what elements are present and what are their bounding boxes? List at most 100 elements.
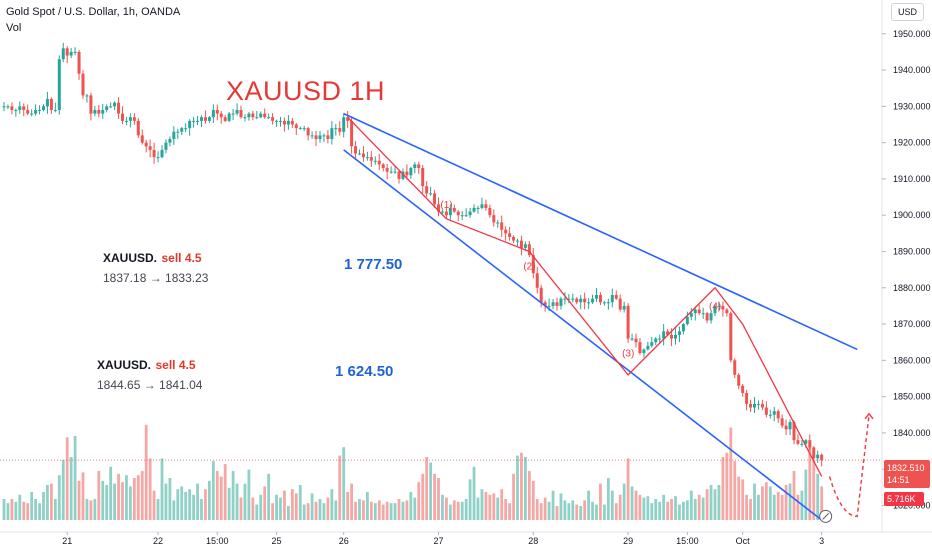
volume-bar	[425, 457, 429, 520]
candle-body	[630, 338, 634, 340]
volume-bar	[524, 457, 527, 520]
candle-body	[508, 233, 512, 237]
volume-bar	[259, 494, 263, 520]
volume-bar	[140, 471, 144, 520]
volume-bar	[105, 485, 109, 520]
volume-bar	[551, 490, 555, 520]
volume-bar	[279, 497, 282, 520]
price-tick-label: 1940.000	[893, 65, 931, 75]
volume-bar	[243, 483, 247, 520]
currency-button[interactable]: USD	[890, 3, 924, 21]
candle-body	[764, 407, 768, 415]
candle-body	[753, 403, 756, 408]
volume-bar	[606, 478, 610, 520]
volume-bar	[650, 503, 654, 520]
candle-body	[377, 160, 381, 165]
candle-body	[354, 146, 358, 154]
candle-body	[733, 360, 737, 375]
volume-bar	[749, 499, 752, 520]
candle-body	[358, 153, 361, 155]
time-tick-label: 22	[153, 536, 163, 546]
candle-body	[113, 102, 117, 107]
volume-bar	[421, 473, 425, 520]
candle-body	[405, 171, 409, 176]
candle-body	[444, 211, 448, 216]
chart-title: XAUUSD 1H	[226, 76, 386, 106]
candle-body	[812, 447, 816, 459]
volume-bar	[26, 503, 30, 520]
candle-body	[275, 120, 279, 122]
candle-body	[642, 349, 646, 354]
volume-bar	[678, 504, 681, 520]
candle-body	[38, 109, 42, 111]
candle-body	[361, 153, 365, 158]
volume-bar	[543, 497, 547, 520]
volume-bar	[658, 501, 662, 520]
candle-body	[543, 302, 547, 306]
volume-bar	[472, 466, 476, 520]
volume-bar	[223, 464, 227, 520]
candle-body	[591, 298, 595, 303]
candle-body	[144, 142, 148, 147]
volume-bar	[184, 492, 188, 520]
candle-body	[666, 331, 670, 335]
candle-body	[539, 287, 543, 303]
volume-bar	[377, 500, 381, 520]
volume-bar	[563, 500, 567, 520]
volume-bar	[176, 489, 180, 520]
candle-body	[156, 157, 160, 159]
candle-body	[468, 211, 472, 216]
volume-bar	[776, 492, 780, 520]
volume-bar	[768, 486, 772, 520]
volume-bar	[180, 486, 184, 520]
candle-body	[681, 324, 685, 332]
volume-bar	[61, 459, 65, 520]
candle-body	[571, 298, 575, 300]
volume-bar	[614, 503, 618, 520]
candle-body	[121, 113, 124, 121]
candle-body	[693, 309, 697, 314]
candle-body	[318, 135, 322, 139]
volume-bar	[816, 473, 820, 520]
time-tick-label: Oct	[736, 536, 751, 546]
volume-bar	[626, 458, 630, 520]
candle-body	[484, 204, 488, 208]
candle-body	[776, 411, 780, 419]
candle-body	[203, 117, 207, 121]
volume-bar	[101, 480, 105, 520]
candle-body	[598, 295, 602, 303]
volume-bar	[820, 486, 824, 520]
volume-bar	[322, 503, 326, 520]
volume-bar	[53, 499, 57, 520]
volume-bar	[22, 501, 26, 520]
candle-body	[800, 443, 804, 445]
volume-bar	[713, 489, 717, 520]
volume-bar	[682, 501, 685, 520]
candle-body	[168, 139, 172, 143]
volume-bar	[757, 494, 760, 520]
candle-body	[579, 298, 583, 303]
volume-bar	[500, 489, 504, 520]
volume-bar	[654, 499, 658, 520]
candle-body	[614, 295, 618, 299]
volume-bar	[697, 494, 701, 520]
trade-annotation-1: XAUUSD. sell 4.5 1837.18 → 1833.23	[103, 249, 208, 285]
candle-body	[231, 113, 235, 115]
price-tick-label: 1900.000	[893, 210, 931, 220]
candle-body	[658, 338, 662, 340]
wave-label: (1)	[440, 200, 452, 211]
volume-bar	[192, 494, 195, 520]
candle-body	[397, 171, 401, 179]
candle-body	[587, 302, 591, 304]
candle-body	[452, 207, 456, 212]
volume-bar	[488, 494, 492, 520]
candle-body	[516, 240, 519, 242]
candle-body	[81, 73, 85, 96]
volume-bar	[662, 494, 666, 520]
volume-bar	[701, 497, 705, 520]
volume-bar	[539, 503, 543, 520]
volume-bar	[468, 479, 472, 520]
candle-body	[788, 422, 792, 430]
volume-bar	[97, 471, 101, 520]
